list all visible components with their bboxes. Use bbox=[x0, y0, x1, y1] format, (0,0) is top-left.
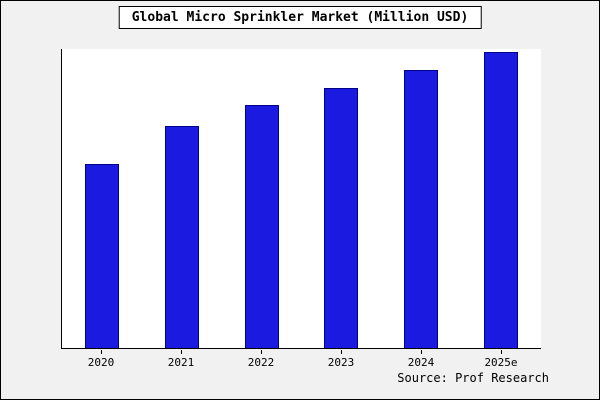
bar-column bbox=[301, 49, 381, 348]
chart-title: Global Micro Sprinkler Market (Million U… bbox=[118, 6, 482, 29]
bar-2020 bbox=[84, 164, 119, 348]
x-axis-column: 2024 bbox=[381, 350, 461, 369]
x-tick-mark bbox=[420, 350, 422, 354]
bar-2023 bbox=[324, 87, 359, 348]
x-axis-column: 2022 bbox=[221, 350, 301, 369]
x-tick-mark bbox=[340, 350, 342, 354]
bar-column bbox=[62, 49, 142, 348]
x-tick-mark bbox=[100, 350, 102, 354]
x-tick-mark bbox=[500, 350, 502, 354]
bars bbox=[62, 49, 541, 348]
bar-2021 bbox=[164, 125, 199, 348]
x-tick-label-2023: 2023 bbox=[327, 356, 355, 369]
x-axis-column: 2025e bbox=[461, 350, 541, 369]
x-tick-label-2021: 2021 bbox=[167, 356, 195, 369]
x-tick-label-2020: 2020 bbox=[87, 356, 115, 369]
x-tick-label-2022: 2022 bbox=[247, 356, 275, 369]
plot-area bbox=[61, 49, 541, 349]
x-tick-label-2024: 2024 bbox=[407, 356, 435, 369]
x-tick-mark bbox=[260, 350, 262, 354]
source-credit: Source: Prof Research bbox=[397, 371, 549, 385]
x-tick-label-2025e: 2025e bbox=[484, 356, 518, 369]
bar-column bbox=[381, 49, 461, 348]
bar-2022 bbox=[244, 105, 279, 348]
x-tick-mark bbox=[180, 350, 182, 354]
bar-column bbox=[461, 49, 541, 348]
x-axis: 2020 2021 2022 2023 2024 2025e bbox=[61, 350, 541, 369]
x-axis-column: 2020 bbox=[61, 350, 141, 369]
bar-column bbox=[222, 49, 302, 348]
x-axis-column: 2021 bbox=[141, 350, 221, 369]
bar-2024 bbox=[404, 69, 439, 348]
bar-2025e bbox=[484, 51, 519, 348]
x-axis-column: 2023 bbox=[301, 350, 381, 369]
bar-column bbox=[142, 49, 222, 348]
